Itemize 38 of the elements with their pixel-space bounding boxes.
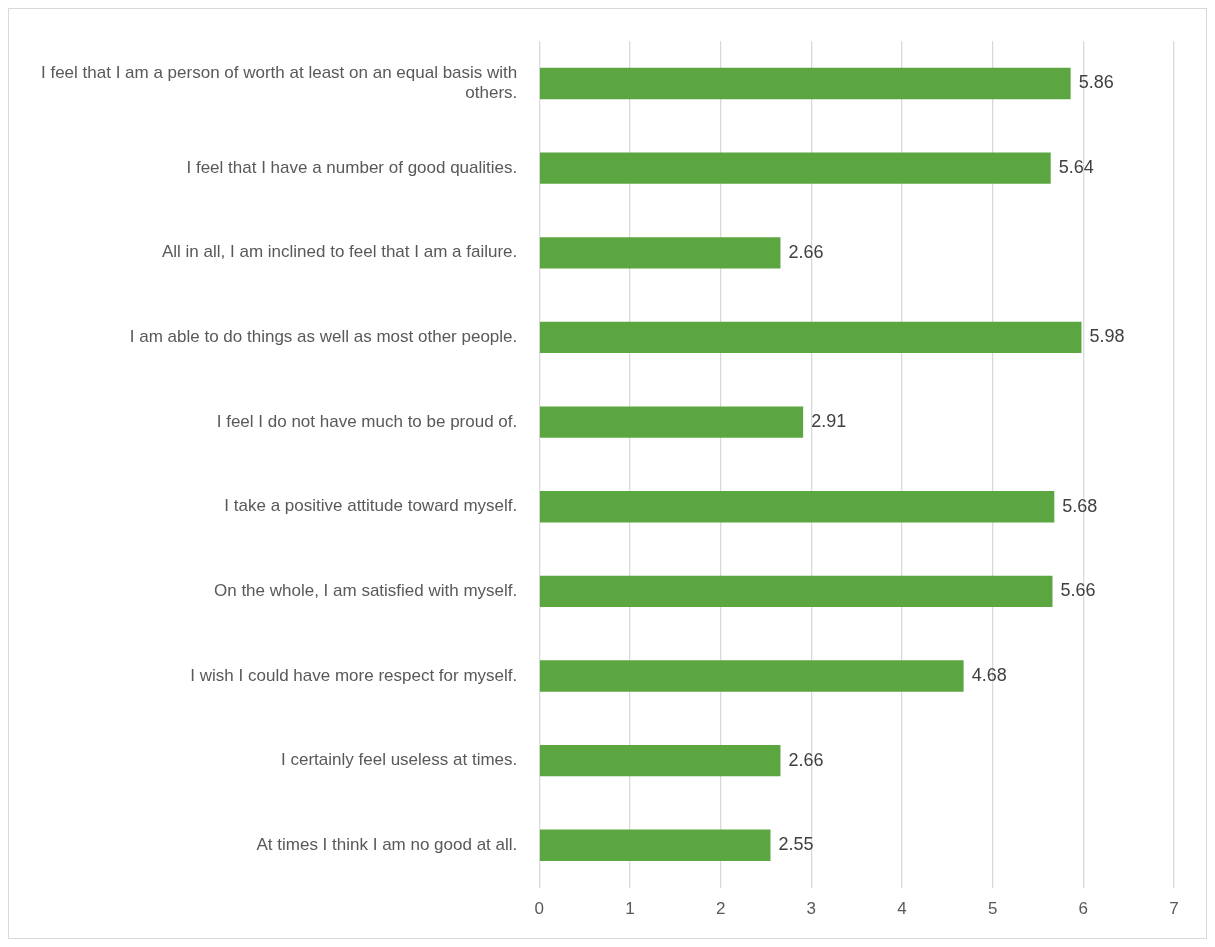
y-tick-label: I feel that I am a person of worth at least on an equal basis with others. bbox=[40, 63, 518, 103]
bar bbox=[539, 660, 964, 692]
bar bbox=[539, 575, 1053, 608]
y-tick-label: I am able to do things as well as most other people. bbox=[129, 327, 518, 347]
data-label: 5.98 bbox=[1089, 326, 1125, 347]
data-label: 2.55 bbox=[778, 834, 814, 855]
y-tick-label: I feel that I have a number of good qualities. bbox=[186, 157, 518, 177]
y-tick-label: I wish I could have more respect for myself. bbox=[190, 665, 518, 685]
bar bbox=[539, 152, 1051, 184]
y-tick-label: I take a positive attitude toward myself. bbox=[224, 496, 518, 516]
y-tick-label: At times I think I am no good at all. bbox=[256, 834, 518, 854]
data-label: 5.64 bbox=[1058, 157, 1094, 178]
y-tick-label: All in all, I am inclined to feel that I am a failure. bbox=[161, 242, 518, 262]
x-tick-label: 2 bbox=[715, 899, 726, 919]
y-tick-label: On the whole, I am satisfied with myself. bbox=[213, 581, 518, 601]
y-tick-label: I certainly feel useless at times. bbox=[281, 750, 518, 770]
bar bbox=[539, 829, 771, 861]
bar bbox=[539, 67, 1071, 100]
x-tick-label: 0 bbox=[534, 899, 545, 919]
bar bbox=[539, 237, 781, 269]
y-tick-label: I feel I do not have much to be proud of. bbox=[216, 411, 518, 431]
data-label: 5.66 bbox=[1060, 580, 1096, 601]
data-label: 2.91 bbox=[811, 411, 847, 432]
x-tick-label: 5 bbox=[987, 899, 998, 919]
bar bbox=[539, 744, 781, 777]
x-tick-label: 3 bbox=[806, 899, 817, 919]
data-label: 2.66 bbox=[788, 749, 824, 770]
bar bbox=[539, 406, 804, 438]
data-label: 5.68 bbox=[1062, 495, 1098, 516]
data-label: 4.68 bbox=[971, 664, 1007, 685]
x-tick-label: 7 bbox=[1169, 899, 1179, 919]
bar bbox=[539, 321, 1082, 354]
data-label: 2.66 bbox=[788, 241, 824, 262]
x-tick-label: 1 bbox=[625, 899, 635, 919]
bar bbox=[539, 491, 1055, 523]
data-label: 5.86 bbox=[1078, 72, 1114, 93]
x-tick-label: 4 bbox=[897, 899, 907, 919]
x-tick-label: 6 bbox=[1078, 899, 1089, 919]
